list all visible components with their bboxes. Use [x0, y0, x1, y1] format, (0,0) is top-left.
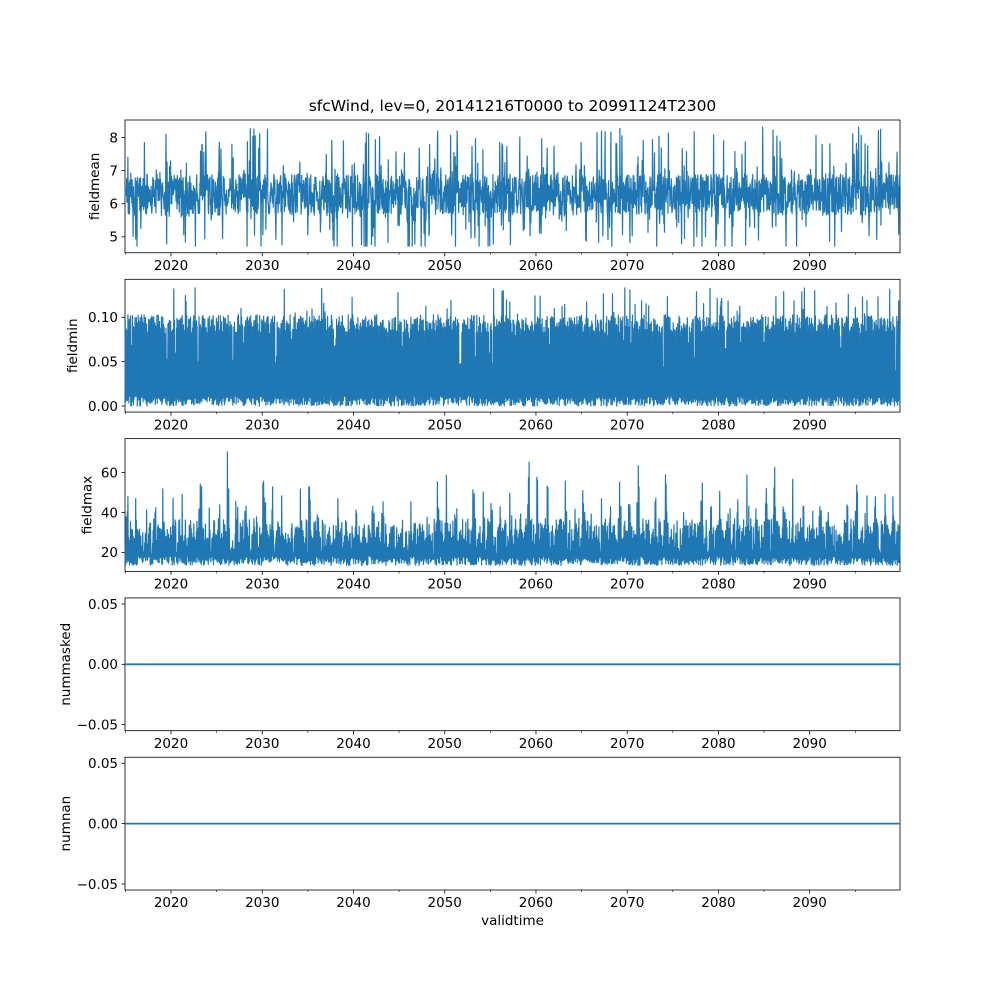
figure-title: sfcWind, lev=0, 20141216T0000 to 2099112…	[309, 97, 717, 115]
y-tick-label: 6	[109, 197, 118, 213]
x-tick-label: 2040	[336, 417, 370, 433]
plot-frame	[124, 119, 901, 254]
x-tick-label: 2030	[245, 895, 279, 911]
x-tick-label: 2020	[154, 895, 188, 911]
x-tick-label: 2040	[336, 736, 370, 752]
x-tick-label: 2040	[336, 577, 370, 593]
y-tick-label: 40	[101, 505, 118, 521]
x-tick-label: 2080	[701, 417, 735, 433]
y-axis-label-numnan: numnan	[58, 796, 74, 852]
y-axis-label-fieldmax: fieldmax	[80, 476, 96, 535]
x-tick-label: 2090	[793, 736, 827, 752]
x-tick-label: 2040	[336, 895, 370, 911]
subplot-fieldmean: 2020 2030 2040 2050 2060 2070 2080 2090 5 6 7 8 fiel…	[87, 119, 901, 274]
x-tick-label: 2040	[336, 258, 370, 274]
x-tick-label: 2090	[793, 577, 827, 593]
x-tick-label: 2060	[519, 895, 553, 911]
x-tick-label: 2080	[701, 895, 735, 911]
series-line-fieldmin	[124, 287, 901, 407]
x-tick-label: 2090	[793, 258, 827, 274]
plot-frame	[124, 438, 901, 572]
y-tick-label: −0.05	[77, 877, 118, 893]
subplot-numnan: 2020 2030 2040 2050 2060 2070 2080 2090 −0.05 0.0…	[58, 756, 901, 911]
subplot-nummasked: 2020 2030 2040 2050 2060 2070 2080 2090 −0.05 0.0…	[58, 597, 901, 752]
x-tick-label: 2050	[428, 417, 462, 433]
x-tick-label: 2030	[245, 258, 279, 274]
y-tick-label: 0.05	[88, 756, 118, 772]
x-tick-label: 2070	[610, 736, 644, 752]
x-tick-label: 2060	[519, 736, 553, 752]
y-tick-label: 0.00	[88, 816, 118, 832]
y-tick-label: 0.05	[88, 597, 118, 613]
x-tick-label: 2060	[519, 417, 553, 433]
subplot-fieldmin: 2020 2030 2040 2050 2060 2070 2080 2090 0.00 0.05…	[65, 278, 901, 433]
x-tick-label: 2090	[793, 417, 827, 433]
x-axis-label: validtime	[481, 913, 544, 929]
series-line-fieldmean	[124, 126, 901, 247]
x-tick-label: 2070	[610, 417, 644, 433]
y-tick-label: 0.00	[88, 399, 118, 415]
x-tick-label: 2050	[428, 577, 462, 593]
y-tick-label: 60	[101, 465, 118, 481]
x-tick-label: 2080	[701, 577, 735, 593]
y-tick-label: 5	[109, 230, 118, 246]
x-tick-label: 2030	[245, 736, 279, 752]
x-tick-label: 2050	[428, 258, 462, 274]
x-tick-label: 2060	[519, 577, 553, 593]
x-tick-label: 2030	[245, 577, 279, 593]
y-axis-label-fieldmin: fieldmin	[65, 318, 81, 373]
y-axis-label-fieldmean: fieldmean	[87, 153, 103, 220]
x-tick-label: 2070	[610, 258, 644, 274]
subplot-fieldmax: 2020 2030 2040 2050 2060 2070 2080 2090204060fi…	[80, 438, 901, 593]
x-tick-label: 2020	[154, 417, 188, 433]
x-tick-label: 2060	[519, 258, 553, 274]
y-tick-label: 0.00	[88, 657, 118, 673]
x-tick-label: 2080	[701, 736, 735, 752]
y-tick-label: 7	[109, 163, 118, 179]
x-tick-label: 2050	[428, 895, 462, 911]
x-tick-label: 2020	[154, 577, 188, 593]
x-tick-label: 2050	[428, 736, 462, 752]
x-tick-label: 2020	[154, 736, 188, 752]
y-tick-label: 8	[109, 130, 118, 146]
y-tick-label: 20	[101, 545, 118, 561]
y-axis-label-nummasked: nummasked	[58, 623, 74, 706]
y-tick-label: 0.05	[88, 354, 118, 370]
y-tick-label: 0.10	[88, 310, 118, 326]
x-tick-label: 2090	[793, 895, 827, 911]
y-tick-label: −0.05	[77, 717, 118, 733]
x-tick-label: 2070	[610, 895, 644, 911]
x-tick-label: 2080	[701, 258, 735, 274]
x-tick-label: 2020	[154, 258, 188, 274]
series-line-fieldmax	[124, 451, 901, 567]
x-tick-label: 2030	[245, 417, 279, 433]
x-tick-label: 2070	[610, 577, 644, 593]
